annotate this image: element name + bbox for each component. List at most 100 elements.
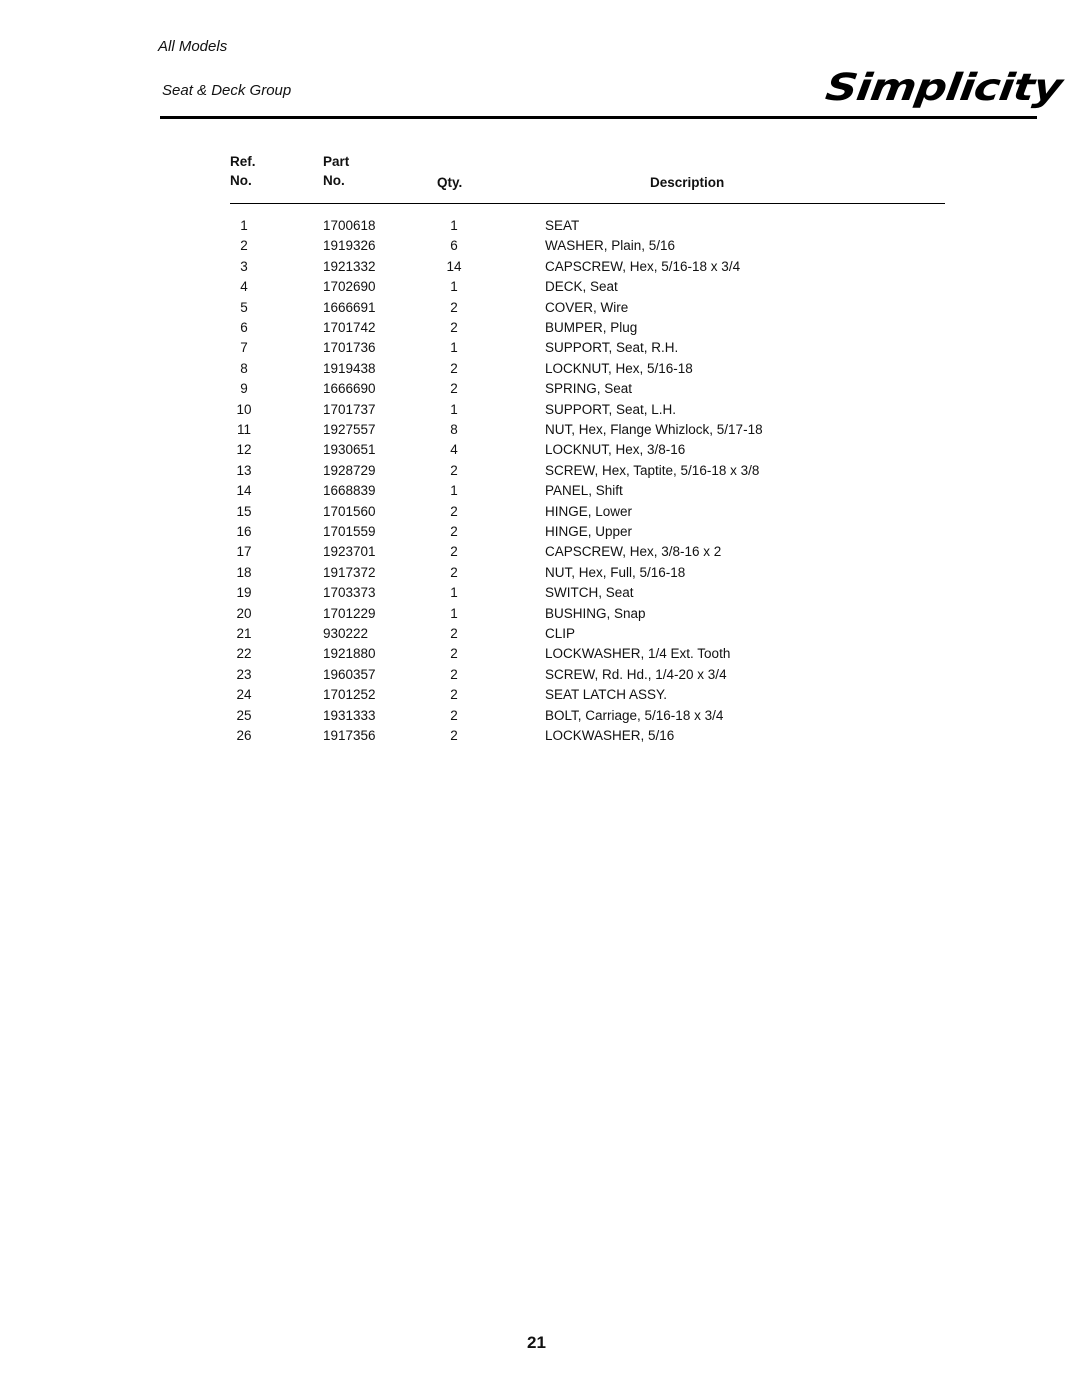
ref-cell: 13 — [236, 462, 252, 478]
table-row: 1 1700618 1 SEAT — [0, 216, 1080, 236]
description-cell: BUSHING, Snap — [545, 605, 646, 621]
col-description-header: Description — [650, 175, 725, 190]
ref-cell: 11 — [236, 422, 251, 437]
ref-cell: 2 — [240, 238, 248, 254]
table-row: 8 1919438 2 LOCKNUT, Hex, 5/16-18 — [0, 359, 1080, 379]
description-cell: DECK, Seat — [545, 279, 618, 295]
ref-cell: 23 — [236, 666, 252, 682]
qty-cell: 2 — [450, 524, 458, 539]
qty-cell: 1 — [450, 340, 458, 356]
table-row: 24 1701252 2 SEAT LATCH ASSY. — [0, 685, 1080, 705]
qty-cell: 2 — [450, 360, 458, 376]
qty-cell: 1 — [450, 483, 458, 499]
ref-cell: 25 — [236, 707, 252, 723]
col-qty-header: Qty. — [437, 175, 463, 190]
ref-cell: 8 — [240, 360, 248, 376]
part-number-cell: 1923701 — [323, 544, 376, 560]
part-number-cell: 1702690 — [323, 279, 376, 295]
qty-cell: 14 — [446, 258, 462, 274]
table-row: 21 930222 2 CLIP — [0, 624, 1080, 644]
part-number-cell: 1700618 — [323, 218, 376, 233]
description-cell: HINGE, Lower — [545, 503, 633, 519]
description-cell: SCREW, Hex, Taptite, 5/16-18 x 3/8 — [545, 462, 760, 478]
ref-cell: 19 — [236, 585, 252, 601]
description-cell: PANEL, Shift — [545, 483, 623, 499]
part-number-cell: 1701742 — [323, 320, 376, 335]
col-part-header: Part No. — [323, 152, 349, 190]
table-row: 9 1666690 2 SPRING, Seat — [0, 379, 1080, 399]
table-row: 13 1928729 2 SCREW, Hex, Taptite, 5/16-18 x… — [0, 461, 1080, 481]
ref-cell: 20 — [236, 605, 252, 621]
description-cell: COVER, Wire — [545, 299, 629, 315]
ref-cell: 3 — [240, 258, 248, 274]
ref-cell: 14 — [236, 483, 252, 499]
col-ref-header: Ref. No. — [230, 152, 256, 190]
part-number-cell: 1931333 — [323, 707, 376, 723]
part-number-cell: 1666691 — [323, 299, 376, 315]
ref-cell: 16 — [236, 524, 252, 539]
ref-cell: 5 — [240, 299, 248, 315]
table-row: 12 1930651 4 LOCKNUT, Hex, 3/8-16 — [0, 440, 1080, 460]
table-row: 17 1923701 2 CAPSCREW, Hex, 3/8-16 x 2 — [0, 542, 1080, 562]
qty-cell: 2 — [450, 503, 458, 519]
ref-cell: 18 — [236, 564, 252, 580]
table-row: 14 1668839 1 PANEL, Shift — [0, 481, 1080, 501]
qty-cell: 2 — [450, 299, 458, 315]
description-cell: NUT, Hex, Full, 5/16-18 — [545, 564, 686, 580]
qty-cell: 1 — [450, 218, 458, 233]
qty-cell: 2 — [450, 320, 458, 335]
part-number-cell: 1928729 — [323, 462, 376, 478]
description-cell: CAPSCREW, Hex, 3/8-16 x 2 — [545, 544, 722, 560]
col-part-line2: No. — [323, 173, 345, 188]
col-ref-line2: No. — [230, 173, 252, 188]
part-number-cell: 1666690 — [323, 381, 376, 397]
qty-cell: 2 — [450, 462, 458, 478]
ref-cell: 6 — [240, 320, 248, 335]
part-number-cell: 1701229 — [323, 605, 376, 621]
part-number-cell: 1701736 — [323, 340, 376, 356]
ref-cell: 17 — [236, 544, 252, 560]
ref-cell: 15 — [236, 503, 252, 519]
description-cell: SWITCH, Seat — [545, 585, 634, 601]
simplicity-logo: Simplicity — [822, 65, 1065, 110]
qty-cell: 1 — [450, 279, 458, 295]
qty-cell: 2 — [450, 728, 458, 743]
qty-cell: 2 — [450, 707, 458, 723]
ref-cell: 12 — [236, 442, 252, 458]
part-number-cell: 1703373 — [323, 585, 376, 601]
ref-cell: 7 — [240, 340, 248, 356]
qty-cell: 2 — [450, 687, 458, 703]
description-cell: SUPPORT, Seat, L.H. — [545, 401, 677, 417]
qty-cell: 1 — [450, 401, 458, 417]
part-number-cell: 1921880 — [323, 646, 376, 662]
table-row: 25 1931333 2 BOLT, Carriage, 5/16-18 x 3/4 — [0, 706, 1080, 726]
part-number-cell: 930222 — [323, 626, 369, 641]
part-number-cell: 1701252 — [323, 687, 376, 703]
description-cell: NUT, Hex, Flange Whizlock, 5/17-18 — [545, 422, 763, 437]
ref-cell: 24 — [236, 687, 252, 703]
part-number-cell: 1701559 — [323, 524, 376, 539]
header-divider — [230, 203, 945, 204]
qty-cell: 8 — [450, 422, 458, 437]
qty-cell: 2 — [450, 381, 458, 397]
table-row: 2 1919326 6 WASHER, Plain, 5/16 — [0, 236, 1080, 256]
description-cell: SEAT — [545, 218, 580, 233]
ref-cell: 21 — [236, 626, 252, 641]
qty-cell: 6 — [450, 238, 458, 254]
part-number-cell: 1668839 — [323, 483, 376, 499]
qty-cell: 2 — [450, 544, 458, 560]
description-cell: SPRING, Seat — [545, 381, 633, 397]
description-cell: SCREW, Rd. Hd., 1/4-20 x 3/4 — [545, 666, 727, 682]
models-label: All Models — [158, 38, 228, 55]
description-cell: WASHER, Plain, 5/16 — [545, 238, 676, 254]
page-number: 21 — [527, 1333, 546, 1352]
table-row: 3 1921332 14 CAPSCREW, Hex, 5/16-18 x 3/4 — [0, 257, 1080, 277]
table-row: 23 1960357 2 SCREW, Rd. Hd., 1/4-20 x 3/4 — [0, 665, 1080, 685]
description-cell: LOCKNUT, Hex, 5/16-18 — [545, 360, 693, 376]
part-number-cell: 1930651 — [323, 442, 376, 458]
table-row: 5 1666691 2 COVER, Wire — [0, 298, 1080, 318]
part-number-cell: 1917356 — [323, 728, 376, 743]
part-number-cell: 1960357 — [323, 666, 376, 682]
description-cell: BOLT, Carriage, 5/16-18 x 3/4 — [545, 707, 724, 723]
description-cell: CLIP — [545, 626, 576, 641]
